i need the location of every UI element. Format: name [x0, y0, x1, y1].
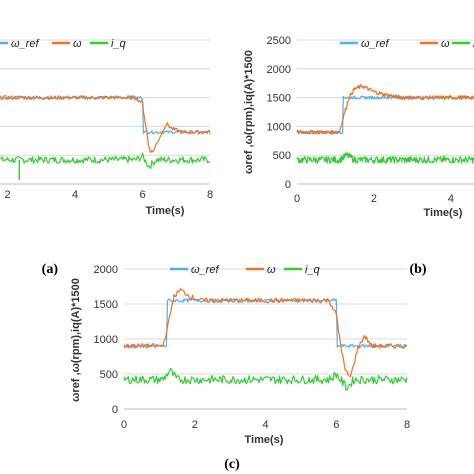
y-axis-label-c: ωref ,ω(rpm),iq(A)*1500: [70, 278, 82, 402]
x-tick-label-c: 0: [121, 419, 127, 431]
legend-label-b: ω: [441, 38, 450, 50]
legend-label-c: ω_ref: [191, 264, 219, 276]
legend-label-a: ω_ref: [11, 38, 39, 50]
y-tick-label-c: 1500: [94, 299, 118, 311]
series-line-w-ref-a: [0, 95, 211, 135]
y-tick-label-b: 2500: [267, 35, 291, 47]
series-line-w-ref-b: [296, 95, 474, 135]
x-tick-label-c: 2: [192, 419, 198, 431]
legend-label-c: ω: [267, 264, 276, 276]
x-axis-label-c: Time(s): [245, 434, 284, 446]
x-tick-label-c: 6: [333, 419, 339, 431]
x-tick-label-b: 4: [448, 193, 454, 205]
panel-label-a: (a): [42, 262, 59, 277]
legend-label-b: ω_ref: [361, 38, 389, 50]
series-line-w-a: [0, 95, 211, 154]
series-line-w-c: [123, 288, 408, 378]
y-tick-label-c: 1000: [94, 334, 118, 346]
series-line-iq-b: [296, 152, 474, 164]
x-axis-label-a: Time(s): [146, 205, 185, 217]
y-tick-label-b: 1500: [267, 93, 291, 105]
series-line-w-ref-c: [123, 298, 408, 349]
panel-label-c: (c): [224, 457, 240, 472]
series-line-iq-c: [123, 367, 408, 391]
chart-panel-b: 0 500 1000 1500 2000 2500 0 2 4 Time(s) ωref ,ω(rp…: [243, 35, 474, 219]
y-tick-label-b: 0: [285, 179, 291, 191]
legend-label-c: i_q: [305, 264, 321, 276]
x-tick-label-a: 4: [72, 189, 78, 201]
legend-label-a: ω: [73, 38, 82, 50]
series-line-w-b: [296, 84, 474, 135]
x-tick-label-c: 8: [404, 419, 410, 431]
x-tick-label-a: 8: [207, 189, 213, 201]
y-tick-label-c: 0: [112, 404, 118, 416]
x-axis-label-b: Time(s): [424, 207, 463, 219]
y-tick-label-c: 2000: [94, 264, 118, 276]
series-line-iq-a: [0, 152, 211, 169]
legend-label-a: i_q: [111, 38, 127, 50]
chart-panel-c: 0 500 1000 1500 2000 0 2 4 6 8 Time(s) ωref ,ω(rpm)…: [70, 264, 410, 446]
x-tick-label-a: 6: [139, 189, 145, 201]
y-tick-label-b: 1000: [267, 121, 291, 133]
x-tick-label-b: 2: [371, 193, 377, 205]
panel-label-b: (b): [409, 262, 426, 277]
y-axis-label-b: ωref ,ω(rpm),iq(A)*1500: [243, 50, 255, 174]
x-tick-label-c: 4: [262, 419, 268, 431]
y-tick-label-b: 500: [273, 150, 291, 162]
chart-panel-a: 2 4 6 8 Time(s) ω_ref ω i_q: [0, 38, 213, 217]
x-tick-label-a: 2: [4, 189, 10, 201]
x-tick-label-b: 0: [294, 193, 300, 205]
y-tick-label-c: 500: [100, 369, 118, 381]
y-tick-label-b: 2000: [267, 64, 291, 76]
